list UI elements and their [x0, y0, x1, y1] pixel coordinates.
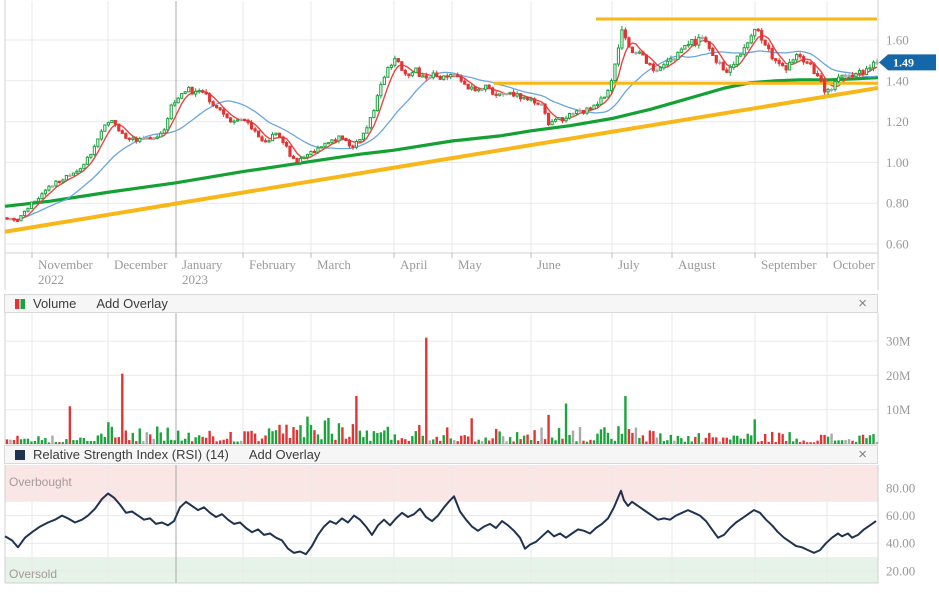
volume-panel-close-button[interactable]: × — [858, 295, 867, 312]
rsi-panel: Overbought Oversold — [4, 465, 879, 584]
candlestick-series — [5, 25, 879, 223]
axis-label: 2022 — [38, 272, 64, 287]
axis-label: 10M — [886, 402, 911, 417]
volume-plot-area[interactable] — [5, 313, 878, 444]
price-y-axis: 1.60 1.40 1.20 1.00 0.80 0.60 1.49 — [879, 33, 936, 252]
volume-y-axis: 30M 20M 10M — [886, 334, 911, 418]
axis-label: 0.60 — [886, 237, 909, 252]
axis-label: July — [618, 257, 640, 272]
axis-label: August — [678, 257, 716, 272]
overbought-band — [5, 465, 878, 502]
axis-label: January — [182, 257, 223, 272]
volume-panel-header: Volume Add Overlay × — [4, 294, 878, 313]
oversold-band — [5, 557, 878, 583]
axis-label: Oversold — [9, 567, 57, 581]
ma-slow-line — [6, 50, 878, 221]
ma-fast-line — [6, 35, 878, 221]
axis-label: 1.20 — [886, 114, 909, 129]
rsi-legend-icon — [15, 449, 25, 460]
axis-label: 30M — [886, 334, 911, 349]
rsi-panel-close-button[interactable]: × — [858, 446, 867, 463]
axis-label: 60.00 — [886, 508, 915, 523]
axis-label: 1.00 — [886, 155, 909, 170]
axis-label: October — [833, 257, 876, 272]
axis-label: March — [317, 257, 351, 272]
rsi-add-overlay-link[interactable]: Add Overlay — [248, 447, 321, 462]
axis-label: 20M — [886, 368, 911, 383]
axis-label: December — [114, 257, 168, 272]
axis-label: May — [458, 257, 482, 272]
volume-panel-title: Volume — [33, 296, 77, 311]
volume-bars — [5, 337, 879, 444]
axis-label: 1.60 — [886, 33, 909, 48]
axis-label: February — [249, 257, 296, 272]
price-panel — [4, 0, 879, 290]
axis-label: April — [400, 257, 428, 272]
axis-label: 1.40 — [886, 73, 909, 88]
price-plot-area[interactable] — [5, 1, 878, 253]
axis-label: 1.49 — [893, 56, 914, 70]
rsi-panel-title: Relative Strength Index (RSI) (14) — [33, 447, 229, 462]
volume-legend-icon — [15, 298, 25, 309]
axis-label: 2023 — [182, 272, 208, 287]
axis-label: November — [38, 257, 94, 272]
axis-label: 20.00 — [886, 563, 915, 578]
axis-label: 0.80 — [886, 196, 909, 211]
last-price-badge — [879, 54, 936, 71]
ma-long-line — [4, 76, 879, 208]
axis-label: Overbought — [9, 475, 72, 489]
rsi-y-axis: 80.00 60.00 40.00 20.00 — [886, 481, 915, 579]
rsi-panel-header: Relative Strength Index (RSI) (14) Add O… — [4, 445, 878, 464]
axis-label: 80.00 — [886, 481, 915, 496]
support-trendline — [4, 85, 879, 234]
rsi-line — [4, 489, 877, 556]
volume-add-overlay-link[interactable]: Add Overlay — [96, 296, 168, 311]
axis-label: September — [761, 257, 817, 272]
axis-label: June — [537, 257, 561, 272]
rsi-plot-area[interactable] — [5, 465, 878, 583]
axis-label: 40.00 — [886, 536, 915, 551]
